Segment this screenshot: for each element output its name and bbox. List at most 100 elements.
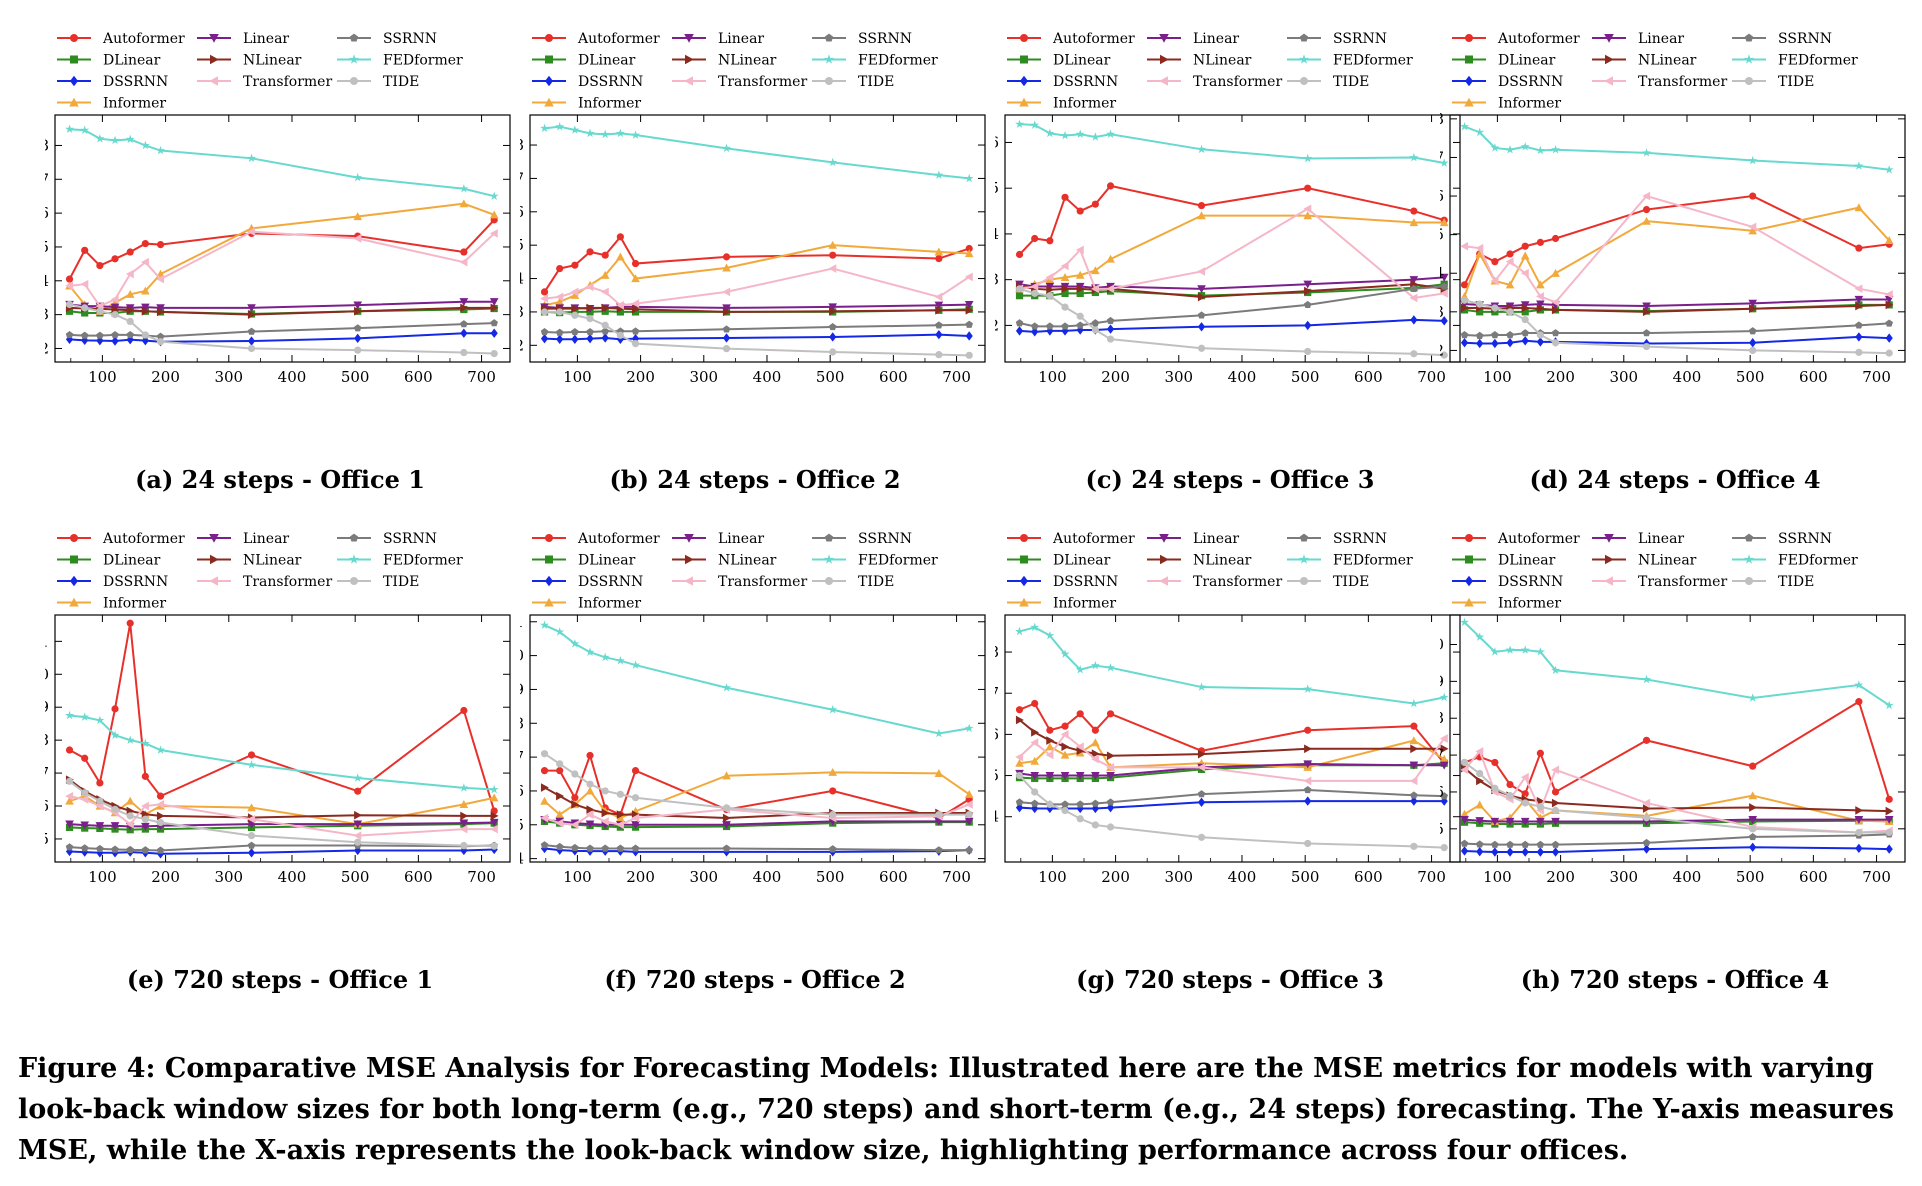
data-point xyxy=(111,330,119,339)
x-tick-label: 400 xyxy=(278,868,307,886)
data-point xyxy=(1060,750,1070,759)
data-point xyxy=(1460,331,1469,339)
data-point xyxy=(1520,817,1530,826)
data-point xyxy=(615,655,625,665)
data-point xyxy=(964,800,973,809)
legend-label: DLinear xyxy=(1053,53,1111,69)
legend-item: Transformer xyxy=(197,74,332,90)
legend-item: DSSRNN xyxy=(532,574,643,590)
y-tick-label: 0.7 xyxy=(45,764,49,782)
data-point xyxy=(571,304,580,313)
legend-label: Informer xyxy=(1053,596,1116,612)
data-point xyxy=(1855,332,1863,342)
data-point xyxy=(1506,780,1514,789)
data-point xyxy=(828,322,837,331)
data-point xyxy=(935,846,943,854)
data-point xyxy=(540,294,549,303)
data-point xyxy=(1885,333,1893,343)
legend-label: Autoformer xyxy=(577,31,660,47)
x-tick-label: 700 xyxy=(467,868,496,886)
series-ssrnn xyxy=(1015,282,1448,330)
data-point xyxy=(125,735,135,744)
legend-label: DLinear xyxy=(103,553,161,569)
data-point xyxy=(354,306,363,316)
data-point xyxy=(585,820,595,829)
data-point xyxy=(111,311,119,319)
data-point xyxy=(1197,201,1206,210)
data-point xyxy=(141,303,150,312)
data-point xyxy=(126,330,134,339)
data-point xyxy=(459,819,469,828)
data-point xyxy=(1748,222,1757,232)
data-point xyxy=(126,812,134,820)
data-point xyxy=(490,328,498,338)
data-point xyxy=(1075,665,1085,674)
legend-marker xyxy=(349,33,359,42)
data-point xyxy=(1030,799,1039,807)
data-point xyxy=(585,128,595,138)
series-autoformer xyxy=(1015,699,1448,767)
data-point xyxy=(1551,297,1560,307)
legend-marker xyxy=(210,54,219,65)
legend: Autoformer DLinear DSSRNN Informer Linear NLi… xyxy=(57,531,463,612)
legend-item: Transformer xyxy=(1147,74,1282,90)
data-point xyxy=(111,336,119,346)
legend-item: DSSRNN xyxy=(57,574,168,590)
data-point xyxy=(1855,828,1863,837)
data-point xyxy=(1197,311,1206,319)
x-tick-label: 300 xyxy=(689,368,718,386)
data-point xyxy=(540,750,549,758)
y-tick-label: 1.1 xyxy=(520,613,524,631)
series-nlinear xyxy=(1015,715,1449,761)
data-point xyxy=(1030,756,1040,765)
series-line xyxy=(68,202,495,313)
legend-label: SSRNN xyxy=(1333,531,1387,547)
data-point xyxy=(1060,771,1070,780)
data-point xyxy=(141,306,150,316)
data-point xyxy=(1090,132,1100,141)
legend-label: FEDformer xyxy=(1333,53,1413,69)
data-point xyxy=(80,844,89,852)
legend-marker xyxy=(825,577,833,585)
data-point xyxy=(1520,301,1530,310)
legend-marker xyxy=(1300,577,1308,585)
data-point xyxy=(1551,305,1560,315)
legend: Autoformer DLinear DSSRNN Informer Linear NLi… xyxy=(1007,31,1413,112)
data-point xyxy=(490,842,498,850)
data-point xyxy=(965,331,973,341)
data-point xyxy=(556,334,564,344)
legend-item: Transformer xyxy=(1147,574,1282,590)
legend-marker xyxy=(69,97,79,107)
data-point xyxy=(556,760,564,768)
y-tick-label: 0.5 xyxy=(1440,226,1444,244)
data-point xyxy=(828,705,838,714)
y-tick-label: 1.0 xyxy=(45,665,49,683)
data-point xyxy=(631,327,640,335)
x-tick-label: 300 xyxy=(214,868,243,886)
data-point xyxy=(65,710,74,720)
data-point xyxy=(95,822,105,831)
y-tick-label: 0.4 xyxy=(520,270,524,288)
data-point xyxy=(1197,833,1206,841)
data-point xyxy=(631,767,640,775)
legend-label: Informer xyxy=(103,596,166,612)
data-point xyxy=(1197,749,1206,759)
series-line xyxy=(1018,774,1445,849)
data-point xyxy=(354,346,362,354)
legend-item: TIDE xyxy=(337,74,419,90)
data-point xyxy=(1854,284,1863,293)
series-autoformer xyxy=(1015,182,1448,259)
legend-label: DSSRNN xyxy=(1053,574,1118,590)
legend-marker xyxy=(1465,75,1473,87)
data-point xyxy=(600,270,610,279)
data-point xyxy=(1475,800,1485,809)
data-point xyxy=(156,240,165,249)
x-tick-label: 600 xyxy=(1354,868,1383,886)
plot-frame xyxy=(529,114,986,363)
data-point xyxy=(460,248,468,256)
x-tick-label: 100 xyxy=(1483,868,1512,886)
data-point xyxy=(935,351,943,359)
series-line xyxy=(544,125,970,180)
data-point xyxy=(1885,828,1893,837)
legend-marker xyxy=(1020,555,1028,564)
